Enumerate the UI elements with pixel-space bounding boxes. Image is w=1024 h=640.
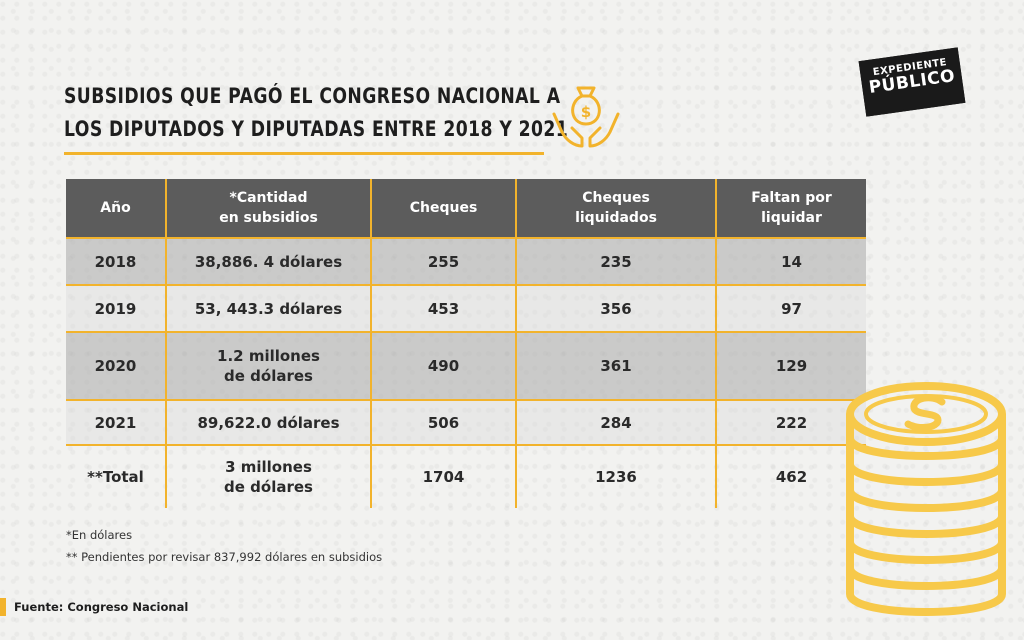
- header-faltan: Faltan por liquidar: [715, 179, 866, 238]
- source-text: Fuente: Congreso Nacional: [14, 600, 189, 614]
- expediente-publico-logo: EXPEDIENTE PÚBLICO: [858, 47, 966, 117]
- title-line-1: SUBSIDIOS QUE PAGÓ EL CONGRESO NACIONAL …: [64, 84, 561, 108]
- source-accent-bar: [0, 598, 6, 616]
- cell-cheques: 1704: [370, 444, 516, 508]
- cell-amount: 3 millones de dólares: [165, 444, 371, 508]
- header-year: Año: [66, 179, 166, 238]
- subsidies-table: Año *Cantidad en subsidios Cheques Cheque…: [66, 179, 866, 508]
- cell-amount: 1.2 millones de dólares: [165, 331, 371, 400]
- cell-liquidados: 1236: [515, 444, 716, 508]
- table-row: 2021 89,622.0 dólares 506 284 222: [66, 399, 866, 445]
- cell-amount-line-1: 3 millones: [225, 458, 312, 476]
- cell-amount: 89,622.0 dólares: [165, 399, 371, 445]
- cell-amount: 38,886. 4 dólares: [165, 237, 371, 285]
- cell-year: 2020: [66, 331, 166, 400]
- svg-text:$: $: [581, 103, 591, 121]
- cell-liquidados: 356: [515, 284, 716, 332]
- header-amount-label-1: *Cantidad: [229, 190, 308, 206]
- cell-faltan: 97: [715, 284, 866, 332]
- header-amount: *Cantidad en subsidios: [165, 179, 371, 238]
- table-row: 2020 1.2 millones de dólares 490 361 129: [66, 331, 866, 400]
- cell-faltan: 222: [715, 399, 866, 445]
- cell-amount-line-2: de dólares: [224, 478, 313, 496]
- header-cheques: Cheques: [370, 179, 516, 238]
- cell-cheques: 255: [370, 237, 516, 285]
- cell-faltan: 14: [715, 237, 866, 285]
- cell-year: 2018: [66, 237, 166, 285]
- header-year-label: Año: [100, 200, 131, 216]
- title-line-2: LOS DIPUTADOS Y DIPUTADAS ENTRE 2018 Y 2…: [64, 117, 569, 141]
- cell-year: 2021: [66, 399, 166, 445]
- header-liquidados-label-2: liquidados: [575, 210, 657, 226]
- header-liquidados-label-1: Cheques: [582, 190, 650, 206]
- cell-faltan: 462: [715, 444, 866, 508]
- coin-stack-icon: [846, 382, 1006, 616]
- header-liquidados: Cheques liquidados: [515, 179, 716, 238]
- cell-faltan: 129: [715, 331, 866, 400]
- header-faltan-label-2: liquidar: [761, 210, 822, 226]
- header-cheques-label: Cheques: [409, 200, 478, 216]
- footnote-2: ** Pendientes por revisar 837,992 dólare…: [66, 550, 383, 564]
- cell-liquidados: 361: [515, 331, 716, 400]
- table-row: 2018 38,886. 4 dólares 255 235 14: [66, 237, 866, 285]
- money-bag-hands-icon: $: [552, 86, 620, 148]
- cell-year: 2019: [66, 284, 166, 332]
- cell-cheques: 506: [370, 399, 516, 445]
- table-header-row: Año *Cantidad en subsidios Cheques Cheque…: [66, 179, 866, 238]
- cell-amount: 53, 443.3 dólares: [165, 284, 371, 332]
- cell-year: **Total: [66, 444, 166, 508]
- footnotes: *En dólares ** Pendientes por revisar 83…: [66, 528, 382, 572]
- cell-cheques: 453: [370, 284, 516, 332]
- table-row-total: **Total 3 millones de dólares 1704 1236 4…: [66, 444, 866, 508]
- chart-title: SUBSIDIOS QUE PAGÓ EL CONGRESO NACIONAL …: [64, 80, 569, 146]
- cell-amount-line-2: de dólares: [224, 367, 313, 385]
- header-amount-label-2: en subsidios: [219, 210, 318, 226]
- header-faltan-label-1: Faltan por: [751, 190, 832, 206]
- cell-liquidados: 284: [515, 399, 716, 445]
- title-underline: [64, 152, 544, 155]
- cell-liquidados: 235: [515, 237, 716, 285]
- cell-amount-line-1: 1.2 millones: [217, 347, 320, 365]
- footnote-1: *En dólares: [66, 528, 133, 542]
- cell-cheques: 490: [370, 331, 516, 400]
- table-row: 2019 53, 443.3 dólares 453 356 97: [66, 284, 866, 332]
